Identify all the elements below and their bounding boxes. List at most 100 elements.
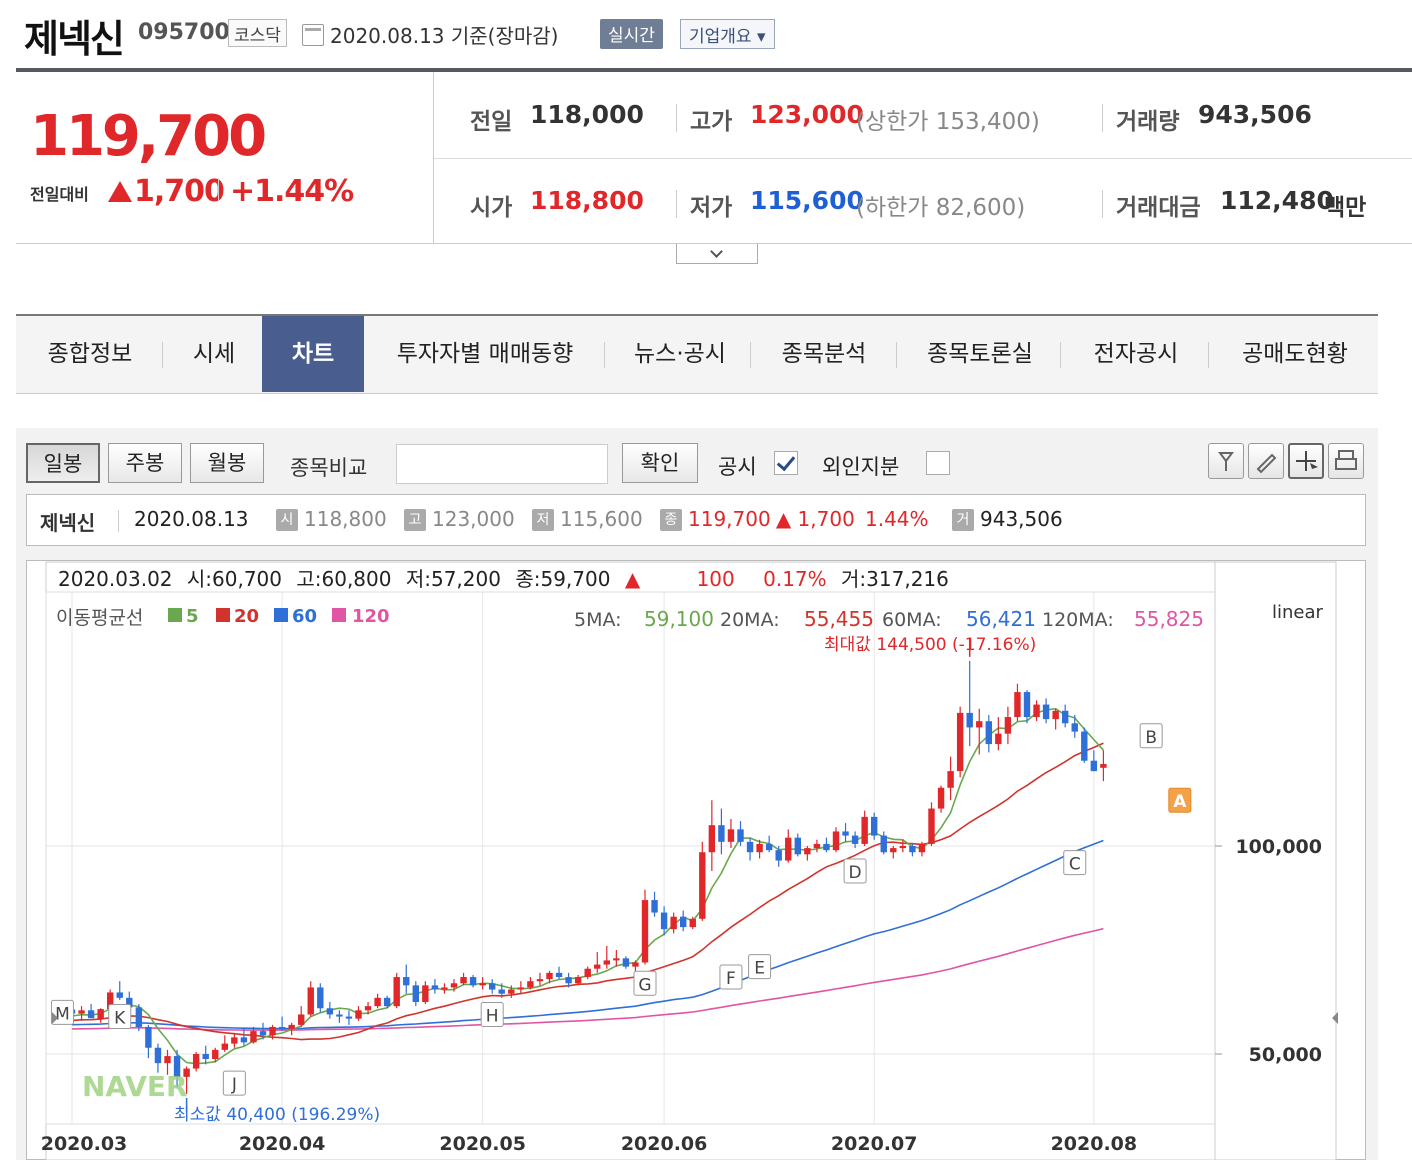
candle-body — [565, 977, 572, 984]
candle-body — [746, 841, 754, 853]
open-value: 118,800 — [530, 186, 644, 215]
marker-box — [480, 1001, 504, 1027]
tab-analysis[interactable]: 종목분석 — [781, 341, 867, 367]
crosshair-icon[interactable] — [1288, 443, 1324, 479]
candle-body — [1004, 717, 1012, 734]
candle — [947, 756, 954, 801]
scroll-left-icon[interactable] — [52, 1012, 58, 1024]
candle — [345, 1010, 353, 1025]
candle-body — [469, 977, 477, 986]
candle — [966, 660, 973, 747]
indicator-icon[interactable] — [1208, 443, 1244, 479]
foreign-share-checkbox[interactable] — [926, 451, 950, 475]
x-axis-labels: 2020.03 2020.04 2020.05 2020.06 2020.07 2020.… — [41, 1133, 1137, 1155]
candle-body — [555, 972, 563, 978]
candle — [269, 1024, 276, 1040]
print-icon[interactable] — [1328, 443, 1364, 479]
compare-input[interactable] — [396, 444, 608, 484]
candle-body — [708, 825, 716, 853]
marker-box — [222, 1070, 246, 1096]
candle — [326, 1002, 334, 1019]
scale-label: linear — [1272, 602, 1324, 623]
info-low: 저 115,600 — [532, 507, 643, 531]
amount-unit: 백만 — [1324, 195, 1367, 221]
tab-divider — [750, 342, 751, 368]
candle-body — [383, 997, 391, 1007]
candle — [546, 970, 553, 984]
candle-body — [173, 1056, 181, 1077]
disclosure-label: 공시 — [718, 455, 757, 479]
candle-body — [660, 912, 668, 930]
event-marker: J — [222, 1070, 246, 1096]
marker-box — [1139, 723, 1163, 749]
tab-overview[interactable]: 종합정보 — [47, 341, 133, 367]
company-overview-dropdown[interactable]: 기업개요 ▾ — [680, 19, 775, 49]
candle-body — [699, 852, 706, 919]
candle-body — [212, 1049, 219, 1059]
compare-label: 종목비교 — [290, 456, 368, 480]
foreign-share-label: 외인지분 — [822, 455, 900, 479]
tab-short-selling[interactable]: 공매도현황 — [1242, 341, 1348, 367]
hover-arrow: ▲ — [625, 567, 641, 591]
tab-disclosure[interactable]: 전자공시 — [1093, 341, 1179, 367]
hover-info: 2020.03.02 시:60,700 고:60,800 저:57,200 종:… — [58, 567, 949, 591]
candle-body — [202, 1054, 209, 1059]
candle — [574, 974, 582, 986]
marker-label: C — [1069, 855, 1081, 875]
candle-body — [508, 989, 515, 994]
expand-toggle[interactable] — [676, 244, 758, 264]
x-tick-label: 2020.08 — [1051, 1133, 1138, 1155]
candle-body — [403, 977, 410, 986]
candle-body — [995, 733, 1002, 745]
candle — [1023, 690, 1031, 724]
candle — [393, 972, 400, 1009]
candle — [412, 981, 419, 1007]
stock-name: 제넥신 — [24, 17, 125, 61]
candle-body — [307, 987, 314, 1015]
candle — [1090, 750, 1098, 772]
x-tick-label: 2020.05 — [439, 1133, 526, 1155]
candle — [469, 974, 477, 988]
realtime-button[interactable]: 실시간 — [600, 19, 663, 49]
stats-panel — [434, 72, 1412, 244]
scroll-right-icon[interactable] — [1332, 1012, 1338, 1024]
candle — [116, 981, 123, 1000]
tab-price[interactable]: 시세 — [192, 341, 236, 367]
tab-investor-trend[interactable]: 투자자별 매매동향 — [396, 341, 574, 367]
candle — [794, 833, 801, 857]
candle-body — [727, 829, 735, 842]
monthly-button[interactable]: 월봉 — [190, 443, 264, 483]
disclosure-checkbox[interactable] — [774, 451, 798, 475]
event-markers: M K J H G FE D C B A — [50, 723, 1192, 1096]
y-tick-label: 100,000 — [1235, 836, 1322, 858]
confirm-button[interactable]: 확인 — [622, 443, 698, 483]
candle — [928, 802, 935, 846]
candle-body — [842, 831, 849, 836]
candle — [173, 1049, 181, 1088]
candle — [1042, 698, 1050, 724]
marker-label: K — [114, 1009, 126, 1029]
tab-news[interactable]: 뉴스·공시 — [634, 341, 726, 367]
hover-low: 57,200 — [431, 567, 501, 591]
candle-body — [641, 900, 649, 963]
info-change: ▲ 1,700 — [775, 507, 855, 531]
high-value: 123,000 — [750, 100, 864, 129]
volume-label: 거래량 — [1116, 109, 1180, 135]
daily-button[interactable]: 일봉 — [26, 443, 100, 483]
candle-body — [259, 1031, 267, 1036]
y-axis-labels: 100,000 50,000 — [1235, 836, 1322, 1066]
candle-body — [422, 985, 429, 1002]
marker-box — [843, 858, 867, 884]
tab-chart[interactable]: 차트 — [262, 316, 364, 392]
candle-body — [1090, 760, 1098, 772]
draw-tool-icon[interactable] — [1248, 443, 1284, 479]
candle-body — [632, 962, 639, 967]
weekly-button[interactable]: 주봉 — [108, 443, 182, 483]
tab-discussion[interactable]: 종목토론실 — [927, 341, 1033, 367]
info-open-value: 118,800 — [304, 507, 387, 531]
candle-body — [393, 977, 400, 1007]
candle-body — [183, 1068, 190, 1077]
candle-body — [813, 843, 821, 849]
hover-open: 60,700 — [212, 567, 282, 591]
